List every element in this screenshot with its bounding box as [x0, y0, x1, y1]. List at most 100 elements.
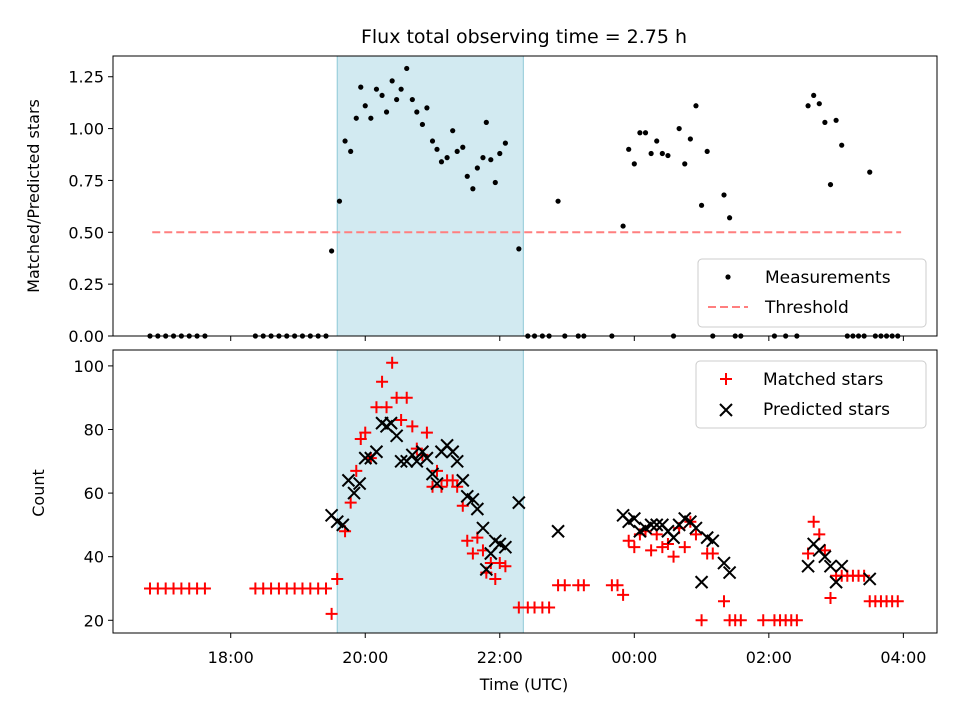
- predicted-star-point: [476, 521, 490, 535]
- top-legend: Measurements Threshold: [697, 258, 927, 328]
- matched-star-point: [689, 528, 702, 541]
- matched-star-point: [376, 375, 389, 388]
- measurement-point: [642, 130, 649, 136]
- x-axis-label: Time (UTC): [479, 675, 568, 694]
- measurement-point: [827, 181, 834, 188]
- measurement-point: [474, 165, 480, 171]
- measurement-point: [822, 119, 828, 125]
- measurement-point: [389, 78, 395, 84]
- measurement-point: [353, 115, 359, 121]
- measurement-point: [342, 138, 348, 144]
- x-tick-label: 00:00: [611, 648, 657, 667]
- matched-star-point: [395, 413, 408, 426]
- matched-star-point: [695, 614, 708, 627]
- predicted-star-point: [384, 416, 398, 430]
- predicted-stars-series: [324, 416, 877, 589]
- matched-stars-series: [143, 356, 904, 627]
- top-legend-box: [697, 258, 927, 328]
- predicted-star-point: [352, 476, 367, 491]
- matched-star-point: [320, 582, 333, 595]
- predicted-star-point: [823, 559, 838, 573]
- predicted-star-point: [445, 445, 460, 459]
- matched-star-point: [420, 426, 433, 439]
- measurement-point: [398, 86, 404, 92]
- predicted-star-point: [722, 565, 737, 580]
- predicted-star-point: [430, 476, 444, 491]
- predicted-star-point: [420, 451, 434, 465]
- x-tick-label: 02:00: [746, 648, 792, 667]
- measurement-point: [336, 198, 343, 204]
- bottom-y-tick-label: 60: [84, 484, 104, 503]
- matched-star-point: [558, 579, 571, 592]
- legend-matched-label: Matched stars: [763, 370, 883, 390]
- bottom-y-ticks: 20 40 60 80 100: [73, 357, 113, 630]
- measurement-point: [867, 169, 873, 175]
- measurement-point: [379, 92, 385, 99]
- measurement-point: [497, 150, 503, 157]
- predicted-star-point: [415, 445, 430, 459]
- measurement-point: [693, 103, 699, 109]
- measurement-point: [460, 144, 466, 150]
- measurement-point: [470, 186, 476, 192]
- measurement-point: [394, 96, 400, 103]
- measurement-point: [811, 92, 817, 99]
- measurement-point: [726, 215, 733, 221]
- top-y-tick-label: 0.25: [68, 275, 104, 294]
- predicted-star-point: [470, 502, 485, 516]
- predicted-star-point: [863, 572, 877, 586]
- matched-star-point: [824, 592, 837, 605]
- predicted-star-point: [706, 534, 720, 548]
- legend-predicted-marker: [719, 403, 733, 417]
- matched-star-point: [757, 614, 770, 627]
- bottom-legend: Matched stars Predicted stars: [695, 360, 927, 429]
- matched-star-point: [354, 433, 367, 446]
- matched-star-point: [489, 572, 502, 585]
- matched-star-point: [386, 356, 399, 369]
- legend-measurements-marker: [725, 274, 731, 280]
- bottom-y-axis-label: Count: [29, 469, 48, 517]
- measurement-point: [631, 161, 637, 167]
- predicted-star-point: [405, 448, 420, 462]
- matched-star-point: [706, 547, 719, 560]
- predicted-star-point: [818, 549, 832, 564]
- predicted-star-point: [425, 467, 440, 481]
- top-x-ticks: [230, 336, 904, 341]
- predicted-star-point: [666, 530, 681, 545]
- measurement-point: [434, 146, 440, 152]
- predicted-star-point: [394, 454, 408, 468]
- matched-star-point: [577, 579, 590, 592]
- top-y-axis-label: Matched/Predicted stars: [24, 99, 43, 293]
- measurement-point: [816, 101, 822, 107]
- measurement-point: [404, 65, 410, 72]
- measurement-point: [329, 248, 335, 254]
- bottom-y-tick-label: 40: [84, 548, 104, 567]
- measurement-point: [626, 146, 632, 152]
- predicted-star-point: [347, 486, 361, 500]
- bottom-x-ticks: 18:00 20:00 22:00 00:00 02:00 04:00: [208, 633, 926, 667]
- measurement-point: [480, 155, 486, 161]
- measurement-point: [464, 173, 470, 179]
- measurement-point: [424, 105, 430, 111]
- matched-star-point: [891, 595, 904, 608]
- predicted-star-point: [336, 518, 350, 532]
- measurement-point: [450, 128, 456, 134]
- predicted-star-point: [627, 511, 642, 526]
- predicted-star-point: [456, 473, 470, 488]
- chart-title: Flux total observing time = 2.75 h: [361, 26, 687, 48]
- predicted-star-point: [834, 559, 849, 573]
- measurement-point: [637, 130, 643, 136]
- measurement-point: [648, 150, 654, 157]
- measurement-point: [444, 155, 450, 161]
- x-tick-label: 18:00: [208, 648, 254, 667]
- measurement-point: [555, 198, 561, 204]
- matched-star-point: [325, 607, 338, 620]
- bottom-legend-box: [695, 360, 927, 429]
- matched-star-point: [858, 569, 871, 582]
- legend-threshold-label: Threshold: [764, 298, 849, 318]
- x-tick-label: 22:00: [477, 648, 523, 667]
- top-plot-frame: [112, 55, 938, 337]
- predicted-star-point: [512, 495, 526, 510]
- matched-star-point: [807, 515, 820, 528]
- measurement-point: [665, 152, 671, 159]
- measurement-point: [362, 103, 368, 109]
